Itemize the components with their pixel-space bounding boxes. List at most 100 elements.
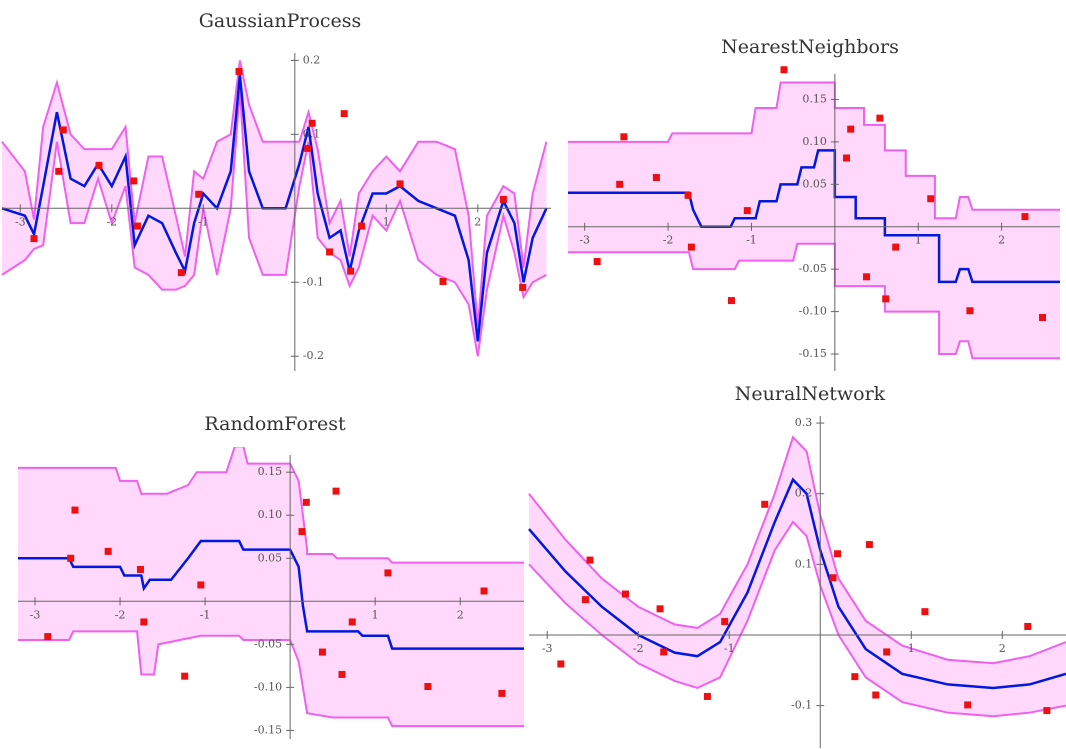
data-point (298, 528, 306, 536)
data-point (593, 258, 601, 266)
plot-area (568, 66, 1060, 360)
data-point (892, 243, 900, 251)
x-tick-label: -2 (633, 642, 644, 655)
x-tick-label: -1 (746, 234, 757, 247)
data-point (140, 618, 148, 626)
y-tick-label: -0.15 (254, 723, 282, 736)
data-point (498, 689, 506, 697)
band-edge (1, 89, 547, 357)
panel: -3 -2 -1 1 2 -0.15 -0.10 -0.05 0.05 0.10 0.15 Rando… (18, 413, 524, 739)
data-point (703, 692, 711, 700)
data-point (872, 691, 880, 699)
data-point (927, 195, 935, 203)
data-point (384, 569, 392, 577)
x-tick-label: 1 (383, 215, 390, 228)
data-point (348, 618, 356, 626)
data-point (621, 590, 629, 598)
data-point (396, 180, 404, 188)
data-point (347, 267, 355, 275)
data-point (876, 114, 884, 122)
x-tick-label: -2 (106, 215, 117, 228)
x-tick-label: -1 (198, 215, 209, 228)
data-point (863, 273, 871, 281)
band-fill (529, 437, 1066, 717)
band-fill (568, 82, 1060, 359)
x-tick-label: 1 (915, 234, 922, 247)
y-tick-label: 0.05 (802, 177, 827, 190)
y-tick-label: 0.1 (795, 557, 813, 570)
data-point (519, 283, 527, 291)
data-point (1021, 213, 1029, 221)
x-tick-label: -3 (542, 642, 553, 655)
data-point (834, 550, 842, 558)
data-point (829, 574, 837, 582)
band-edge (528, 435, 1066, 665)
data-point (197, 581, 205, 589)
band-edge (18, 447, 524, 564)
y-tick-label: 0.1 (303, 127, 321, 140)
data-point (847, 125, 855, 133)
data-point (966, 307, 974, 315)
data-point (761, 500, 769, 508)
y-tick-label: -0.1 (791, 699, 812, 712)
y-tick-label: -0.05 (799, 262, 827, 275)
y-tick-label: 0.15 (802, 92, 827, 105)
data-point (721, 618, 729, 626)
data-point (130, 177, 138, 185)
data-point (499, 195, 507, 203)
data-point (1024, 623, 1032, 631)
y-tick-label: -0.1 (303, 275, 324, 288)
data-point (235, 67, 243, 75)
data-point (195, 190, 203, 198)
y-tick-label: -0.05 (254, 637, 282, 650)
data-point (95, 161, 103, 169)
x-tick-label: 1 (372, 608, 379, 621)
panel: -3 -2 -1 1 2 -0.1 0.1 0.2 0.3 NeuralNetwork (528, 383, 1066, 748)
y-tick-label: 0.2 (795, 487, 813, 500)
chart-title: NeuralNetwork (735, 383, 886, 405)
band-edge (568, 81, 1060, 220)
data-point (581, 596, 589, 604)
data-point (660, 648, 668, 656)
plot-area (528, 435, 1066, 718)
data-point (308, 119, 316, 127)
data-point (133, 222, 141, 230)
data-point (424, 683, 432, 691)
data-point (318, 648, 326, 656)
x-tick-label: 1 (908, 642, 915, 655)
chart-title: NearestNeighbors (721, 36, 899, 58)
data-point (136, 565, 144, 573)
y-tick-label: -0.2 (303, 349, 324, 362)
data-point (851, 673, 859, 681)
band-fill (18, 447, 524, 727)
y-tick-label: -0.10 (799, 305, 827, 318)
data-point (71, 506, 79, 514)
data-point (235, 439, 242, 446)
data-point (616, 180, 624, 188)
x-tick-label: 2 (474, 215, 481, 228)
y-tick-label: 0.05 (258, 551, 283, 564)
data-point (557, 660, 565, 668)
y-tick-label: 0.2 (303, 53, 321, 66)
data-point (921, 608, 929, 616)
data-point (1043, 707, 1051, 715)
data-point (59, 126, 67, 134)
data-point (332, 487, 340, 495)
data-point (439, 278, 447, 286)
data-point (326, 248, 334, 256)
data-point (304, 144, 312, 152)
data-point (586, 556, 594, 564)
data-point (302, 498, 310, 506)
data-point (620, 133, 628, 141)
panel: -3 -2 -1 1 2 -0.2 -0.1 0.1 0.2 GaussianProcess (1, 10, 551, 371)
data-point (780, 66, 788, 74)
data-point (104, 547, 112, 555)
data-point (44, 633, 52, 641)
data-point (340, 110, 348, 118)
data-point (743, 207, 751, 215)
x-tick-label: -3 (30, 608, 41, 621)
data-point (177, 269, 185, 277)
band-edge (528, 520, 1066, 718)
